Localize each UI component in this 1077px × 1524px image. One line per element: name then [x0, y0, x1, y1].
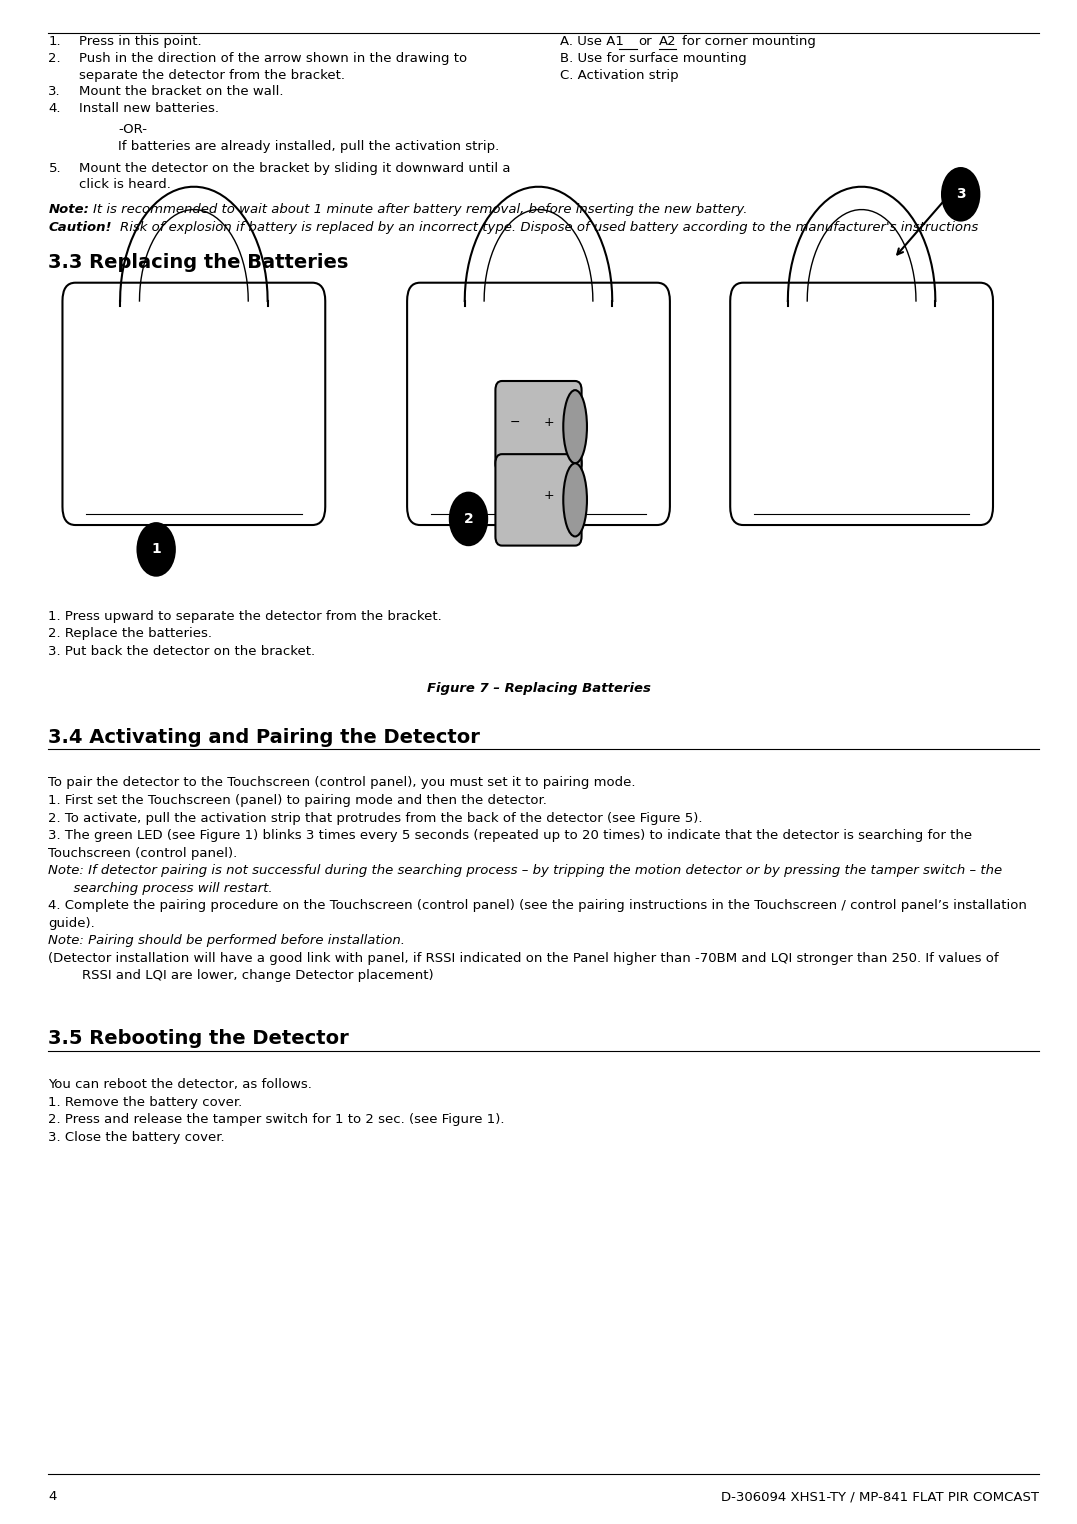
Text: click is heard.: click is heard. [79, 178, 170, 192]
Text: Mount the bracket on the wall.: Mount the bracket on the wall. [79, 85, 283, 99]
Text: guide).: guide). [48, 917, 95, 930]
Text: +: + [544, 489, 555, 501]
Text: 2: 2 [463, 512, 474, 526]
Text: 3. Close the battery cover.: 3. Close the battery cover. [48, 1131, 225, 1145]
Circle shape [138, 524, 174, 576]
Text: for corner mounting: for corner mounting [682, 35, 815, 49]
Text: Mount the detector on the bracket by sliding it downward until a: Mount the detector on the bracket by sli… [79, 162, 510, 175]
Text: -OR-: -OR- [118, 123, 148, 137]
Text: 3: 3 [956, 187, 965, 201]
Text: Note:: Note: [48, 203, 89, 216]
Text: RSSI and LQI are lower, change Detector placement): RSSI and LQI are lower, change Detector … [48, 969, 434, 983]
Text: 2. Press and release the tamper switch for 1 to 2 sec. (see Figure 1).: 2. Press and release the tamper switch f… [48, 1114, 505, 1126]
Text: If batteries are already installed, pull the activation strip.: If batteries are already installed, pull… [118, 140, 500, 154]
Text: 1. Press upward to separate the detector from the bracket.: 1. Press upward to separate the detector… [48, 610, 443, 623]
Circle shape [450, 494, 487, 546]
Text: It is recommended to wait about 1 minute after battery removal, before inserting: It is recommended to wait about 1 minute… [93, 203, 747, 216]
Text: 2. To activate, pull the activation strip that protrudes from the back of the de: 2. To activate, pull the activation stri… [48, 812, 703, 824]
Text: (Detector installation will have a good link with panel, if RSSI indicated on th: (Detector installation will have a good … [48, 951, 999, 965]
Text: separate the detector from the bracket.: separate the detector from the bracket. [79, 69, 345, 82]
Text: 3.4 Activating and Pairing the Detector: 3.4 Activating and Pairing the Detector [48, 728, 480, 747]
Text: 1. Remove the battery cover.: 1. Remove the battery cover. [48, 1096, 242, 1109]
Text: A2: A2 [659, 35, 676, 49]
Text: 4.: 4. [48, 102, 61, 116]
Text: Note: Pairing should be performed before installation.: Note: Pairing should be performed before… [48, 934, 405, 948]
Text: Figure 7 – Replacing Batteries: Figure 7 – Replacing Batteries [426, 683, 651, 695]
Text: 5.: 5. [48, 162, 61, 175]
Circle shape [942, 169, 979, 221]
Text: C. Activation strip: C. Activation strip [560, 69, 679, 82]
Text: You can reboot the detector, as follows.: You can reboot the detector, as follows. [48, 1079, 312, 1091]
Text: Push in the direction of the arrow shown in the drawing to: Push in the direction of the arrow shown… [79, 52, 466, 66]
Text: Touchscreen (control panel).: Touchscreen (control panel). [48, 847, 238, 860]
Text: 1.: 1. [48, 35, 61, 49]
Text: 3.3 Replacing the Batteries: 3.3 Replacing the Batteries [48, 253, 349, 271]
Text: or: or [639, 35, 653, 49]
Text: 1. First set the Touchscreen (panel) to pairing mode and then the detector.: 1. First set the Touchscreen (panel) to … [48, 794, 547, 808]
Text: D-306094 XHS1-TY / MP-841 FLAT PIR COMCAST: D-306094 XHS1-TY / MP-841 FLAT PIR COMCA… [722, 1490, 1039, 1504]
FancyBboxPatch shape [407, 283, 670, 524]
Text: Install new batteries.: Install new batteries. [79, 102, 219, 116]
Text: Risk of explosion if battery is replaced by an incorrect type. Dispose of used b: Risk of explosion if battery is replaced… [120, 221, 978, 235]
Ellipse shape [563, 463, 587, 536]
Text: A. Use A1: A. Use A1 [560, 35, 624, 49]
Text: 1: 1 [151, 543, 162, 556]
FancyBboxPatch shape [495, 454, 582, 546]
Text: 4. Complete the pairing procedure on the Touchscreen (control panel) (see the pa: 4. Complete the pairing procedure on the… [48, 899, 1027, 913]
Ellipse shape [563, 390, 587, 463]
FancyBboxPatch shape [495, 381, 582, 472]
Text: Caution!: Caution! [48, 221, 112, 235]
FancyBboxPatch shape [730, 283, 993, 524]
Text: 3. The green LED (see Figure 1) blinks 3 times every 5 seconds (repeated up to 2: 3. The green LED (see Figure 1) blinks 3… [48, 829, 973, 843]
Text: Note: If detector pairing is not successful during the searching process – by tr: Note: If detector pairing is not success… [48, 864, 1003, 878]
Text: Press in this point.: Press in this point. [79, 35, 201, 49]
Text: To pair the detector to the Touchscreen (control panel), you must set it to pair: To pair the detector to the Touchscreen … [48, 777, 635, 789]
Text: 2. Replace the batteries.: 2. Replace the batteries. [48, 628, 212, 640]
Text: 3.: 3. [48, 85, 61, 99]
Text: 3. Put back the detector on the bracket.: 3. Put back the detector on the bracket. [48, 645, 316, 658]
Text: 4: 4 [48, 1490, 57, 1504]
Text: −: − [509, 416, 520, 428]
Text: 3.5 Rebooting the Detector: 3.5 Rebooting the Detector [48, 1030, 349, 1049]
FancyBboxPatch shape [62, 283, 325, 524]
Text: searching process will restart.: searching process will restart. [48, 881, 274, 895]
Text: B. Use for surface mounting: B. Use for surface mounting [560, 52, 746, 66]
Text: +: + [544, 416, 555, 428]
Text: 2.: 2. [48, 52, 61, 66]
